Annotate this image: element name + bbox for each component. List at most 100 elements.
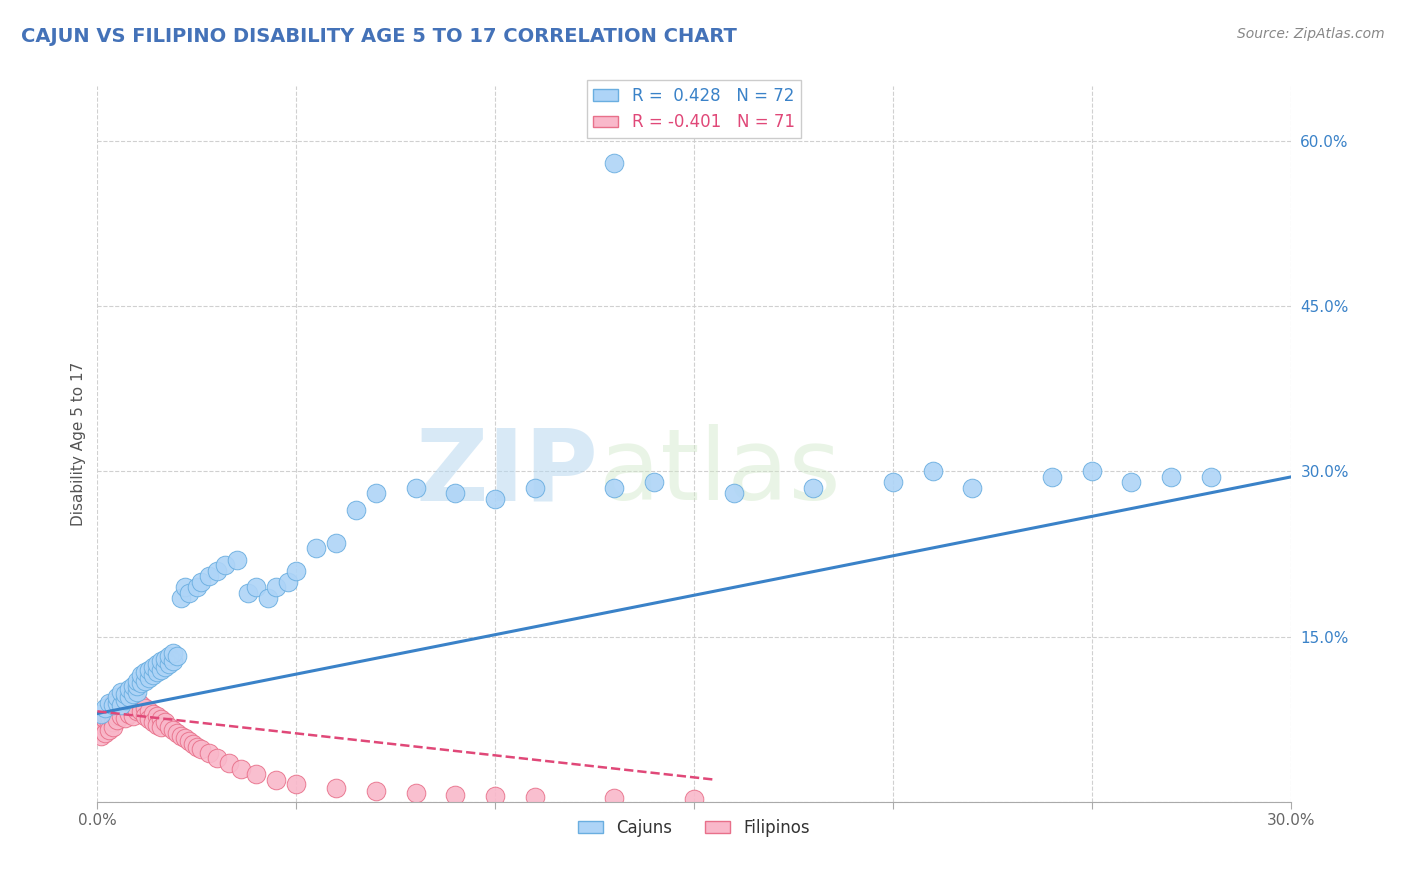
Point <box>129 704 152 718</box>
Point <box>186 739 208 754</box>
Point <box>214 558 236 572</box>
Point <box>129 698 152 712</box>
Point <box>134 673 156 688</box>
Point <box>603 481 626 495</box>
Point <box>114 698 136 712</box>
Point <box>285 777 308 791</box>
Point <box>683 792 706 806</box>
Point <box>98 723 121 737</box>
Point <box>103 698 125 712</box>
Point <box>127 693 149 707</box>
Point <box>170 591 193 605</box>
Point <box>103 696 125 710</box>
Point <box>114 693 136 707</box>
Point <box>103 706 125 721</box>
Point <box>325 781 347 796</box>
Point <box>484 789 506 803</box>
Point <box>98 701 121 715</box>
Point <box>122 687 145 701</box>
Point <box>643 475 665 490</box>
Point <box>1160 470 1182 484</box>
Point <box>146 665 169 679</box>
Point <box>1080 465 1102 479</box>
Point <box>118 693 141 707</box>
Point <box>218 756 240 770</box>
Point <box>162 646 184 660</box>
Point <box>134 665 156 679</box>
Point <box>94 701 117 715</box>
Point <box>205 564 228 578</box>
Point <box>127 679 149 693</box>
Point <box>138 663 160 677</box>
Point <box>127 698 149 712</box>
Point <box>285 564 308 578</box>
Point <box>122 690 145 704</box>
Point <box>105 700 128 714</box>
Point <box>146 717 169 731</box>
Point <box>90 706 112 721</box>
Point <box>90 723 112 737</box>
Point <box>142 668 165 682</box>
Point <box>118 706 141 721</box>
Point <box>205 750 228 764</box>
Point <box>110 696 132 710</box>
Point <box>142 660 165 674</box>
Point <box>444 486 467 500</box>
Point <box>105 693 128 707</box>
Point <box>266 580 288 594</box>
Point <box>801 481 824 495</box>
Point <box>1199 470 1222 484</box>
Text: atlas: atlas <box>599 424 841 521</box>
Point <box>157 657 180 671</box>
Point <box>110 698 132 712</box>
Point <box>118 682 141 697</box>
Point <box>197 569 219 583</box>
Point <box>245 767 267 781</box>
Point <box>344 503 367 517</box>
Point <box>122 679 145 693</box>
Point <box>94 712 117 726</box>
Point <box>177 585 200 599</box>
Point <box>153 651 176 665</box>
Point <box>170 729 193 743</box>
Point <box>146 657 169 671</box>
Point <box>962 481 984 495</box>
Point <box>723 486 745 500</box>
Point <box>173 731 195 745</box>
Point <box>103 715 125 730</box>
Point <box>153 660 176 674</box>
Point <box>105 713 128 727</box>
Point <box>110 708 132 723</box>
Point <box>90 729 112 743</box>
Point <box>181 737 204 751</box>
Point <box>1040 470 1063 484</box>
Point <box>325 536 347 550</box>
Point <box>162 654 184 668</box>
Point <box>444 788 467 802</box>
Point <box>238 585 260 599</box>
Text: CAJUN VS FILIPINO DISABILITY AGE 5 TO 17 CORRELATION CHART: CAJUN VS FILIPINO DISABILITY AGE 5 TO 17… <box>21 27 737 45</box>
Point <box>127 673 149 688</box>
Point <box>114 691 136 706</box>
Point <box>190 574 212 589</box>
Point <box>150 720 173 734</box>
Point <box>114 687 136 701</box>
Text: ZIP: ZIP <box>416 424 599 521</box>
Point <box>138 704 160 718</box>
Point <box>523 481 546 495</box>
Point <box>186 580 208 594</box>
Point <box>405 786 427 800</box>
Point <box>142 715 165 730</box>
Point <box>129 675 152 690</box>
Point <box>162 723 184 737</box>
Point <box>229 762 252 776</box>
Point <box>127 684 149 698</box>
Point <box>603 156 626 170</box>
Point <box>105 708 128 723</box>
Point <box>173 580 195 594</box>
Point <box>110 684 132 698</box>
Point <box>364 486 387 500</box>
Point <box>150 712 173 726</box>
Point <box>114 711 136 725</box>
Point <box>166 726 188 740</box>
